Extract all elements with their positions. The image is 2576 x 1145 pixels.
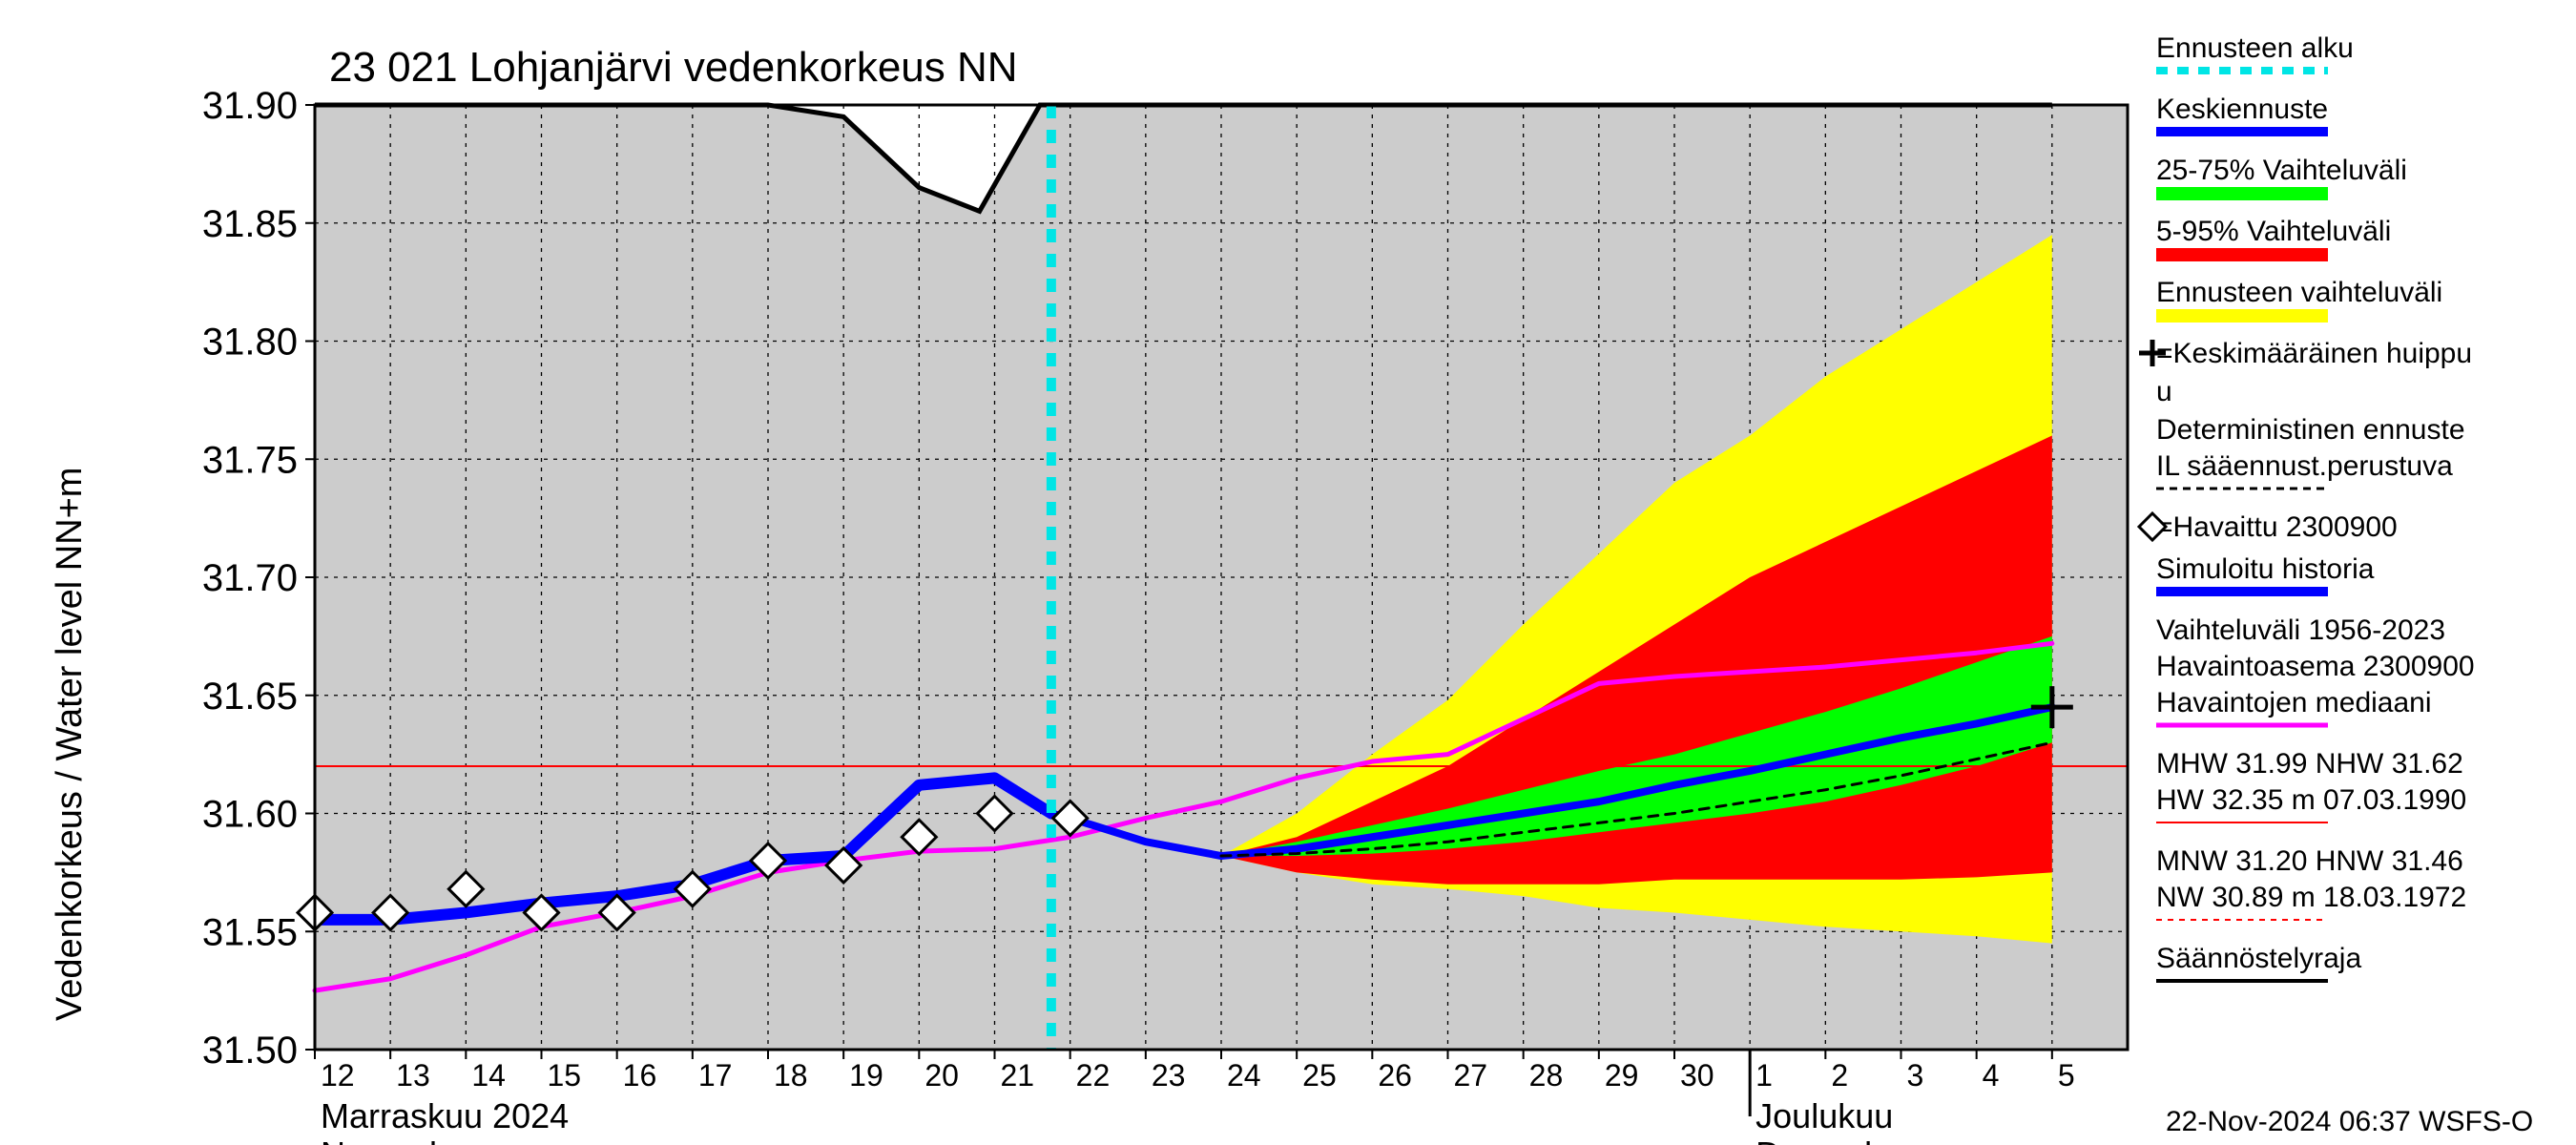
legend-label: 25-75% Vaihteluväli xyxy=(2156,155,2407,186)
y-tick-label: 31.55 xyxy=(202,911,298,953)
y-tick-label: 31.85 xyxy=(202,203,298,245)
x-tick-label: 26 xyxy=(1378,1058,1412,1093)
y-tick-label: 31.65 xyxy=(202,676,298,718)
legend-label: u xyxy=(2156,376,2172,407)
x-tick-label: 15 xyxy=(548,1058,582,1093)
y-tick-label: 31.80 xyxy=(202,322,298,364)
legend-label: Vaihteluväli 1956-2023 xyxy=(2156,614,2445,646)
legend-label: =Havaittu 2300900 xyxy=(2156,511,2398,543)
footer-timestamp: 22-Nov-2024 06:37 WSFS-O xyxy=(2166,1106,2533,1137)
legend-swatch-box xyxy=(2156,248,2328,261)
x-tick-label: 1 xyxy=(1755,1058,1773,1093)
legend-label: 5-95% Vaihteluväli xyxy=(2156,216,2391,247)
x-tick-label: 20 xyxy=(924,1058,959,1093)
legend-label: HW 32.35 m 07.03.1990 xyxy=(2156,784,2466,816)
y-tick-label: 31.60 xyxy=(202,794,298,836)
legend-label: Ennusteen vaihteluväli xyxy=(2156,277,2442,308)
legend-label: =Keskimääräinen huippu xyxy=(2156,338,2472,369)
x-tick-label: 2 xyxy=(1831,1058,1848,1093)
y-axis-label: Vedenkorkeus / Water level NN+m xyxy=(50,468,90,1021)
month1-label-en: November xyxy=(321,1135,479,1145)
legend-label: Havaintojen mediaani xyxy=(2156,687,2432,718)
legend-label: Havaintoasema 2300900 xyxy=(2156,651,2475,682)
water-level-chart: 31.50 31.55 31.60 31.65 31.70 31.75 31.80 31.85… xyxy=(0,0,2576,1145)
legend-label: MHW 31.99 NHW 31.62 xyxy=(2156,748,2463,780)
x-tick-label: 29 xyxy=(1605,1058,1639,1093)
x-tick-label: 28 xyxy=(1529,1058,1564,1093)
legend-label: Simuloitu historia xyxy=(2156,553,2375,585)
x-tick-label: 3 xyxy=(1907,1058,1924,1093)
legend-label: IL sääennust.perustuva xyxy=(2156,450,2453,482)
x-tick-label: 17 xyxy=(698,1058,733,1093)
x-tick-label: 27 xyxy=(1454,1058,1488,1093)
y-tick-label: 31.50 xyxy=(202,1030,298,1072)
legend-label: NW 30.89 m 18.03.1972 xyxy=(2156,882,2466,913)
x-tick-label: 16 xyxy=(623,1058,657,1093)
x-tick-label: 24 xyxy=(1227,1058,1261,1093)
x-tick-label: 18 xyxy=(774,1058,808,1093)
legend-label: Keskiennuste xyxy=(2156,94,2328,125)
legend-swatch-box xyxy=(2156,187,2328,200)
legend-label: Säännöstelyraja xyxy=(2156,943,2361,974)
x-tick-label: 22 xyxy=(1076,1058,1111,1093)
y-tick-label: 31.90 xyxy=(202,85,298,127)
x-tick-label: 5 xyxy=(2058,1058,2075,1093)
x-tick-label: 19 xyxy=(849,1058,883,1093)
x-tick-label: 21 xyxy=(1001,1058,1035,1093)
x-tick-label: 14 xyxy=(471,1058,506,1093)
x-tick-label: 23 xyxy=(1152,1058,1186,1093)
x-tick-label: 30 xyxy=(1680,1058,1714,1093)
month2-label-en: December xyxy=(1755,1135,1914,1145)
legend-label: Ennusteen alku xyxy=(2156,32,2354,64)
chart-title: 23 021 Lohjanjärvi vedenkorkeus NN xyxy=(329,44,1018,91)
x-tick-label: 13 xyxy=(396,1058,430,1093)
x-tick-label: 4 xyxy=(1983,1058,2000,1093)
month1-label: Marraskuu 2024 xyxy=(321,1096,569,1135)
x-tick-label: 25 xyxy=(1302,1058,1337,1093)
x-tick-label: 12 xyxy=(321,1058,355,1093)
chart-container: 31.50 31.55 31.60 31.65 31.70 31.75 31.80 31.85… xyxy=(0,0,2576,1145)
legend-swatch-box xyxy=(2156,309,2328,323)
y-tick-label: 31.70 xyxy=(202,557,298,599)
y-tick-label: 31.75 xyxy=(202,439,298,481)
legend-label: MNW 31.20 HNW 31.46 xyxy=(2156,845,2463,877)
month2-label: Joulukuu xyxy=(1755,1096,1893,1135)
legend-label: Deterministinen ennuste xyxy=(2156,414,2465,446)
